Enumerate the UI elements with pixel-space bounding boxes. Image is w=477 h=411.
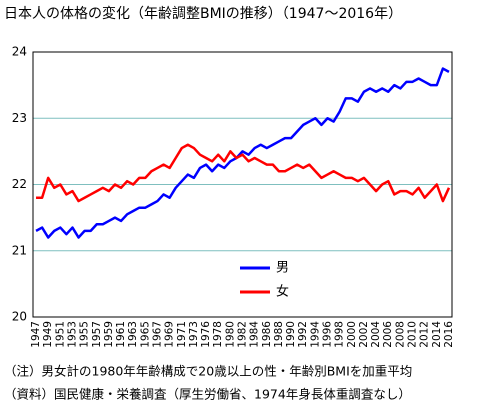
x-tick-label: 1963 [127, 321, 139, 348]
x-tick-label: 2000 [346, 321, 358, 348]
y-tick-label: 20 [12, 310, 27, 324]
x-tick-label: 1971 [176, 321, 188, 348]
x-tick-label: 1951 [54, 321, 66, 348]
series-line [35, 67, 450, 239]
y-tick-label: 23 [12, 111, 27, 125]
x-tick-label: 1961 [115, 321, 127, 348]
x-tick-label: 1990 [285, 321, 297, 348]
x-tick-label: 1998 [334, 321, 346, 348]
x-tick-label: 1965 [139, 321, 151, 348]
x-tick-label: 1967 [151, 321, 163, 348]
x-tick-label: 1955 [79, 321, 91, 348]
x-tick-label: 1959 [103, 321, 115, 348]
x-tick-label: 2010 [407, 321, 419, 348]
x-tick-label: 2008 [394, 321, 406, 348]
note: （資料）国民健康・栄養調査（厚生労働省、1974年身長体重調査なし） [4, 387, 411, 402]
x-tick-label: 2012 [419, 321, 431, 348]
x-tick-label: 1984 [249, 321, 261, 348]
x-tick-label: 2002 [358, 321, 370, 348]
y-tick-label: 21 [12, 243, 27, 257]
x-tick-label: 2004 [370, 321, 382, 348]
x-tick-label: 1953 [66, 321, 78, 348]
y-tick-label: 22 [12, 177, 27, 191]
x-tick-label: 1947 [30, 321, 42, 348]
x-tick-label: 1988 [273, 321, 285, 348]
x-tick-label: 1978 [212, 321, 224, 348]
series-line [36, 143, 451, 203]
x-tick-label: 2016 [443, 321, 455, 348]
x-tick-label: 1982 [237, 321, 249, 348]
x-tick-label: 1949 [42, 321, 54, 348]
x-tick-label: 1957 [91, 321, 103, 348]
x-tick-label: 1976 [200, 321, 212, 348]
x-tick-label: 2006 [382, 321, 394, 348]
x-tick-label: 1973 [188, 321, 200, 348]
plot-frame [32, 51, 453, 318]
legend-label: 男 [276, 261, 289, 276]
x-tick-label: 2014 [431, 321, 443, 348]
x-tick-label: 1992 [297, 321, 309, 348]
x-tick-label: 1986 [261, 321, 273, 348]
x-tick-label: 1980 [224, 321, 236, 348]
legend-label: 女 [276, 284, 289, 300]
x-tick-label: 1969 [164, 321, 176, 348]
x-tick-label: 1994 [309, 321, 321, 348]
note: （注）男女計の1980年年齢構成で20歳以上の性・年齢別BMIを加重平均 [4, 364, 412, 379]
chart-title: 日本人の体格の変化（年齢調整BMIの推移）（1947〜2016年） [4, 5, 402, 22]
y-tick-label: 24 [12, 45, 27, 59]
x-tick-label: 1996 [322, 321, 334, 348]
